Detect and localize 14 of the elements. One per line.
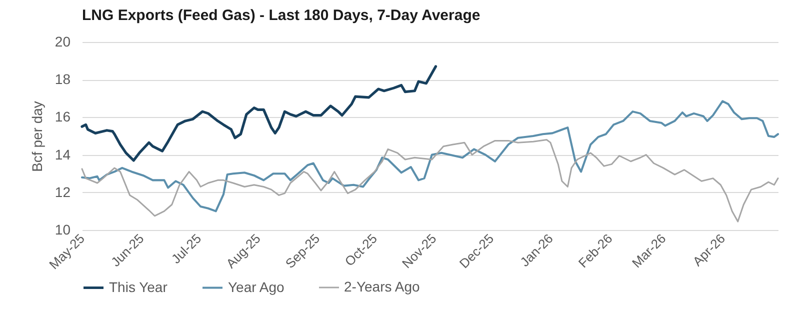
y-tick-label: 16 [54,108,71,125]
y-tick-label: 12 [54,184,71,200]
line-series [80,100,780,212]
y-tick-label: 18 [54,71,71,88]
line-series [80,65,438,162]
legend-label: This Year [109,278,168,295]
y-tick-label: 14 [54,146,71,162]
line-series [81,139,779,222]
legend-label: 2-Years Ago [344,278,420,294]
y-tick-label: 10 [54,222,71,238]
chart-title: LNG Exports (Feed Gas) - Last 180 Days, 7-Day Average [82,7,480,24]
y-tick-label: 20 [54,34,71,50]
legend-label: Year Ago [228,278,285,295]
y-axis-title: Bcf per day [28,101,45,172]
